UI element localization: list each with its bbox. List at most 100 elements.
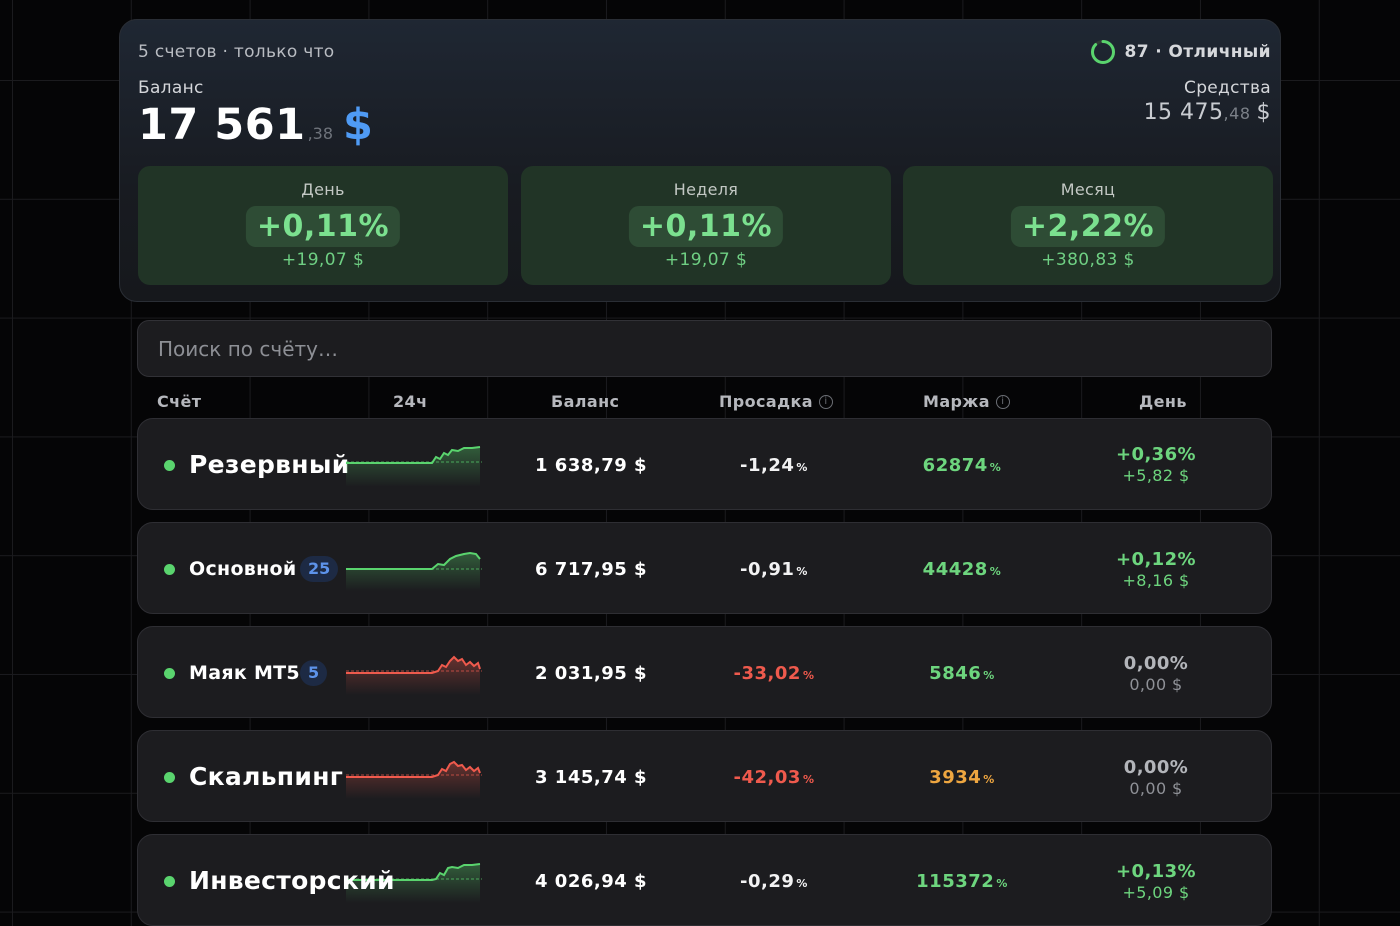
drawdown-number: -1,24	[740, 455, 795, 476]
drawdown-info-icon[interactable]: i	[818, 394, 833, 409]
day-amount: 0,00 $	[1129, 675, 1183, 694]
drawdown-number: -33,02	[733, 663, 801, 684]
margin-value: 3934%	[882, 767, 1042, 788]
period-card-day[interactable]: День +0,11% +19,07 $	[138, 166, 508, 285]
period-amount: +19,07 $	[664, 250, 748, 270]
day-change: +0,36% +5,82 $	[1076, 444, 1236, 485]
margin-number: 44428	[922, 559, 988, 580]
account-row[interactable]: Скальпинг 3 145,74 $ -42,03% 3934% 0,00%…	[137, 730, 1272, 822]
account-name: Инвесторский	[189, 866, 395, 895]
day-amount: +5,82 $	[1122, 466, 1190, 485]
column-header-24h[interactable]: 24ч	[393, 392, 427, 411]
drawdown-number: -0,91	[740, 559, 795, 580]
percent-sign: %	[983, 773, 995, 786]
day-percent: 0,00%	[1123, 653, 1189, 674]
margin-number: 5846	[929, 663, 982, 684]
balance-fraction: ,38	[307, 124, 334, 143]
day-percent: 0,00%	[1123, 757, 1189, 778]
day-change: +0,13% +5,09 $	[1076, 861, 1236, 902]
health-score[interactable]: 87 · Отличный	[1090, 39, 1271, 65]
account-name: Резервный	[189, 450, 350, 479]
sparkline-up	[346, 446, 482, 487]
column-label: Счёт	[157, 392, 202, 411]
summary-card: 5 счетов · только что 87 · Отличный Бала…	[119, 19, 1281, 302]
percent-sign: %	[802, 669, 815, 682]
column-label: Просадка	[719, 392, 813, 411]
margin-value: 44428%	[882, 559, 1042, 580]
account-balance: 6 717,95 $	[535, 559, 648, 580]
account-row[interactable]: Основной 25 6 717,95 $ -0,91% 44428% +0,…	[137, 522, 1272, 614]
period-label: День	[301, 180, 345, 199]
status-dot	[164, 668, 175, 679]
day-percent: +0,36%	[1116, 444, 1196, 465]
period-percent: +2,22%	[1010, 206, 1166, 247]
score-label: 87 · Отличный	[1124, 42, 1271, 62]
percent-sign: %	[796, 565, 808, 578]
day-change: 0,00% 0,00 $	[1076, 757, 1236, 798]
drawdown-value: -42,03%	[694, 767, 854, 788]
period-card-week[interactable]: Неделя +0,11% +19,07 $	[521, 166, 891, 285]
period-label: Неделя	[673, 180, 739, 199]
column-header-margin[interactable]: Маржа i	[923, 392, 1010, 411]
margin-value: 62874%	[882, 455, 1042, 476]
day-percent: +0,12%	[1116, 549, 1196, 570]
day-amount: +8,16 $	[1122, 571, 1190, 590]
day-amount: +5,09 $	[1122, 883, 1190, 902]
drawdown-value: -0,91%	[694, 559, 854, 580]
column-label: Баланс	[551, 392, 620, 411]
balance-currency: $	[343, 100, 373, 150]
sparkline-up	[346, 863, 482, 903]
account-row[interactable]: Инвесторский 4 026,94 $ -0,29% 115372% +…	[137, 834, 1272, 926]
day-percent: +0,13%	[1116, 861, 1196, 882]
period-amount: +380,83 $	[1041, 250, 1135, 270]
column-header-balance[interactable]: Баланс	[551, 392, 619, 411]
balance-integer: 17 561	[138, 100, 306, 150]
margin-number: 3934	[929, 767, 982, 788]
drawdown-value: -1,24%	[694, 455, 854, 476]
funds-label: Средства	[1184, 78, 1271, 98]
account-balance: 3 145,74 $	[535, 767, 648, 788]
period-percent: +0,11%	[245, 206, 401, 247]
period-card-month[interactable]: Месяц +2,22% +380,83 $	[903, 166, 1273, 285]
account-search-input[interactable]	[137, 320, 1272, 377]
period-percent: +0,11%	[628, 206, 784, 247]
column-header-drawdown[interactable]: Просадка i	[719, 392, 833, 411]
percent-sign: %	[989, 565, 1002, 578]
drawdown-number: -0,29	[740, 871, 795, 892]
account-balance: 2 031,95 $	[535, 663, 648, 684]
drawdown-number: -42,03	[733, 767, 801, 788]
percent-sign: %	[996, 877, 1008, 890]
account-name: Скальпинг	[189, 762, 344, 791]
column-header-account[interactable]: Счёт	[157, 392, 201, 411]
day-change: +0,12% +8,16 $	[1076, 549, 1236, 590]
margin-value: 5846%	[882, 663, 1042, 684]
account-balance: 4 026,94 $	[535, 871, 648, 892]
margin-info-icon[interactable]: i	[995, 394, 1010, 409]
percent-sign: %	[796, 461, 808, 474]
column-label: Маржа	[923, 392, 990, 411]
account-balance: 1 638,79 $	[535, 455, 648, 476]
account-row[interactable]: Маяк MT5 5 2 031,95 $ -33,02% 5846% 0,00…	[137, 626, 1272, 718]
drawdown-value: -0,29%	[694, 871, 854, 892]
percent-sign: %	[983, 669, 995, 682]
total-funds: 15 475 ,48 $	[1144, 100, 1271, 125]
drawdown-value: -33,02%	[694, 663, 854, 684]
day-change: 0,00% 0,00 $	[1076, 653, 1236, 694]
status-dot	[164, 772, 175, 783]
percent-sign: %	[989, 461, 1002, 474]
account-row[interactable]: Резервный 1 638,79 $ -1,24% 62874% +0,36…	[137, 418, 1272, 510]
column-label: День	[1139, 392, 1187, 411]
column-header-day[interactable]: День	[1139, 392, 1187, 411]
period-amount: +19,07 $	[281, 250, 365, 270]
score-ring-icon	[1091, 40, 1116, 64]
status-dot	[164, 460, 175, 471]
status-dot	[164, 564, 175, 575]
funds-fraction: ,48	[1223, 104, 1251, 123]
funds-currency: $	[1256, 100, 1271, 125]
total-balance: 17 561 ,38 $	[138, 100, 373, 150]
day-amount: 0,00 $	[1129, 779, 1183, 798]
position-count-badge: 25	[300, 556, 339, 582]
funds-integer: 15 475	[1143, 100, 1224, 125]
percent-sign: %	[796, 877, 808, 890]
period-label: Месяц	[1060, 180, 1116, 199]
